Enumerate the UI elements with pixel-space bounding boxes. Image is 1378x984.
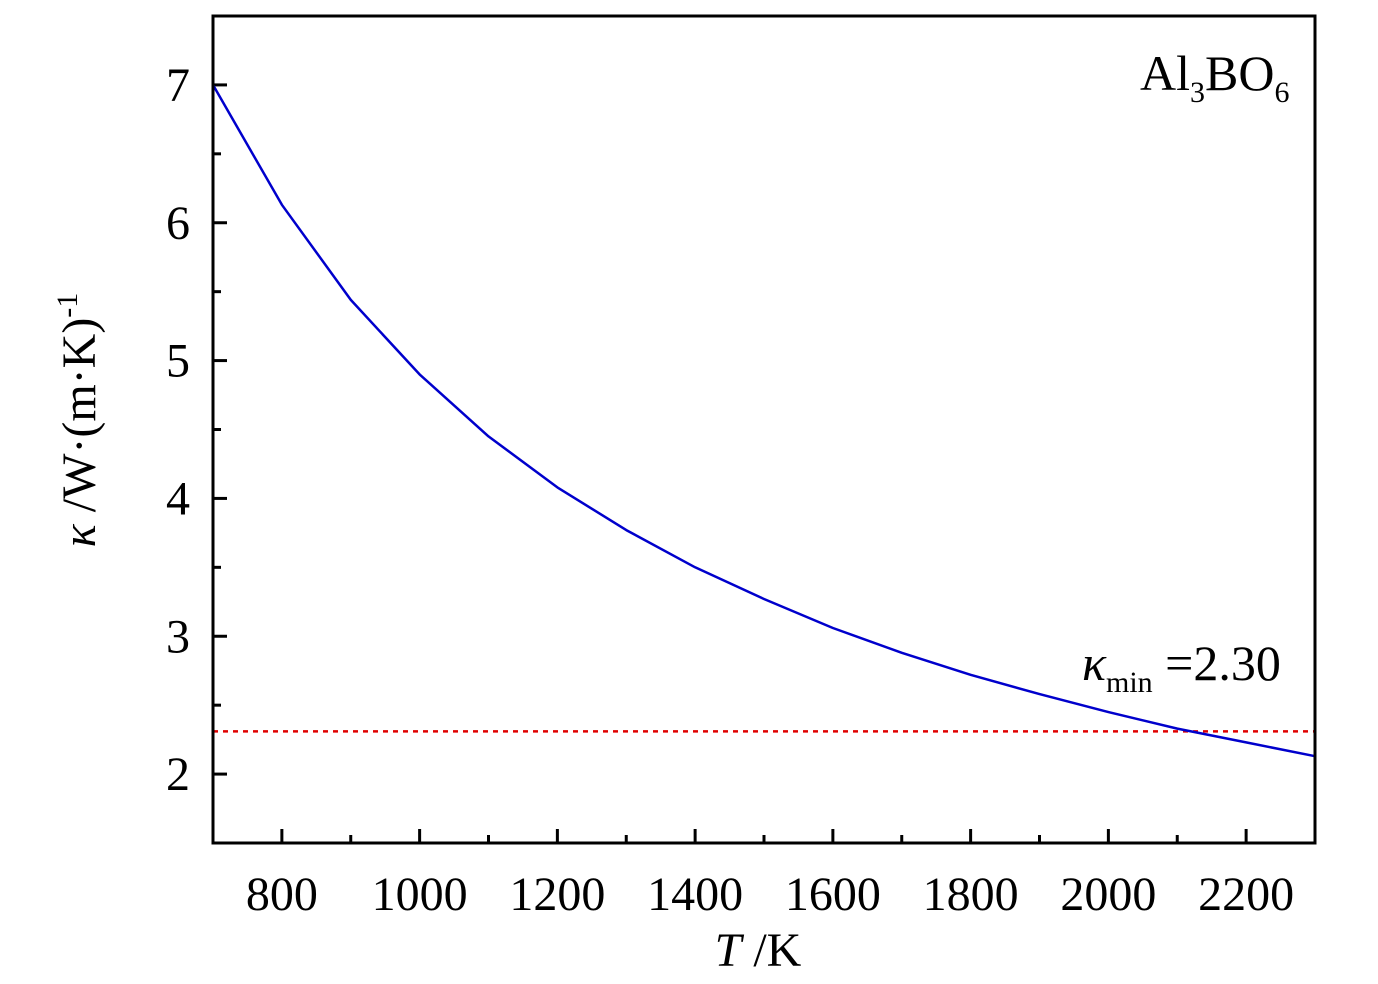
plot-frame bbox=[211, 14, 1317, 845]
y-tick-label: 6 bbox=[166, 197, 190, 250]
x-tick-label: 1000 bbox=[372, 868, 468, 921]
tick-labels: 800 1000 1200 1400 1600 1800 2000 2200 2 3 4 5 6 7 bbox=[166, 59, 1294, 921]
y-tick-label: 2 bbox=[166, 748, 190, 801]
x-tick-label: 1800 bbox=[923, 868, 1019, 921]
y-axis-title: κ /W·(m·K)-1 bbox=[51, 293, 106, 548]
x-tick-label: 1600 bbox=[785, 868, 881, 921]
kmin-label: κmin =2.30 bbox=[1082, 635, 1281, 699]
compound-label: Al3BO6 bbox=[1140, 45, 1289, 109]
plot-area bbox=[211, 84, 1316, 758]
x-tick-label: 1200 bbox=[509, 868, 605, 921]
x-tick-label: 2000 bbox=[1060, 868, 1156, 921]
y-tick-label: 5 bbox=[166, 335, 190, 388]
x-tick-label: 800 bbox=[246, 868, 318, 921]
x-tick-label: 1400 bbox=[647, 868, 743, 921]
x-axis-title: T /K bbox=[715, 924, 802, 977]
y-tick-label: 7 bbox=[166, 59, 190, 112]
y-tick-label: 3 bbox=[166, 610, 190, 663]
thermal-conductivity-curve bbox=[211, 84, 1316, 758]
axis-ticks bbox=[213, 83, 1248, 843]
x-tick-label: 2200 bbox=[1198, 868, 1294, 921]
y-tick-label: 4 bbox=[166, 472, 190, 525]
